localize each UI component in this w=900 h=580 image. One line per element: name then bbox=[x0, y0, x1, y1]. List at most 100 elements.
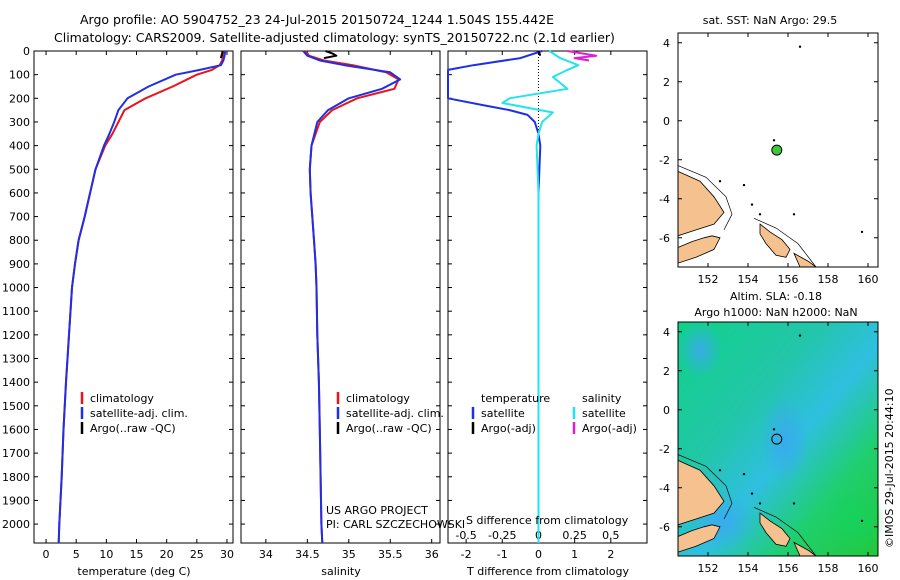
difference-legend: temperature satellite Argo(-adj) salinit… bbox=[471, 392, 637, 435]
depth-tick-label: 600 bbox=[9, 187, 30, 200]
island bbox=[860, 519, 864, 523]
legend-heading-salinity: salinity bbox=[582, 392, 622, 405]
salinity-xlabel: salinity bbox=[321, 565, 361, 578]
salinity-legend: climatology satellite-adj. clim. Argo(..… bbox=[336, 392, 444, 435]
land-mass bbox=[677, 459, 725, 526]
map-y-tick-label: 0 bbox=[663, 115, 670, 128]
island bbox=[772, 139, 776, 142]
map-y-tick-label: 2 bbox=[663, 365, 670, 378]
x-tick-label: 0 bbox=[43, 548, 50, 561]
legend-heading-temperature: temperature bbox=[481, 392, 550, 405]
map-x-tick-label: 158 bbox=[818, 273, 839, 286]
legend-label-sal-argo: Argo(-adj) bbox=[582, 422, 637, 435]
island bbox=[750, 492, 754, 495]
map-x-tick-label: 156 bbox=[778, 273, 799, 286]
legend-label-argo: Argo(..raw -QC) bbox=[346, 422, 432, 435]
depth-tick-label: 900 bbox=[9, 258, 30, 271]
map-x-tick-label: 158 bbox=[818, 562, 839, 575]
difference-x2label: S difference from climatology bbox=[466, 514, 629, 527]
map-x-tick-label: 154 bbox=[738, 273, 759, 286]
depth-contour bbox=[753, 506, 817, 557]
sla-low-anomaly bbox=[678, 322, 722, 378]
island bbox=[750, 203, 754, 206]
map-x-tick-label: 156 bbox=[778, 562, 799, 575]
argo-float-marker bbox=[771, 144, 783, 156]
island bbox=[742, 183, 746, 187]
difference-xlabel: T difference from climatology bbox=[466, 565, 629, 578]
legend-label-temp-satellite: satellite bbox=[481, 407, 525, 420]
x-tick-label: -2 bbox=[461, 548, 472, 561]
x-tick-label: 5 bbox=[73, 548, 80, 561]
depth-tick-label: 300 bbox=[9, 116, 30, 129]
x2-tick-label: -0.25 bbox=[488, 529, 516, 542]
depth-tick-label: 1800 bbox=[2, 471, 30, 484]
temperature-xlabel: temperature (deg C) bbox=[77, 565, 190, 578]
series-line bbox=[501, 50, 580, 543]
temperature-legend: climatology satellite-adj. clim. Argo(..… bbox=[80, 392, 188, 435]
map-x-tick-label: 152 bbox=[698, 273, 719, 286]
land-mass bbox=[677, 170, 725, 237]
difference-plot-frame bbox=[447, 50, 648, 544]
depth-tick-label: 100 bbox=[9, 69, 30, 82]
x2-tick-label: 0.5 bbox=[602, 529, 620, 542]
series-line bbox=[537, 50, 542, 57]
depth-tick-label: 1100 bbox=[2, 305, 30, 318]
depth-tick-label: 1200 bbox=[2, 329, 30, 342]
depth-tick-label: 1500 bbox=[2, 400, 30, 413]
island bbox=[860, 230, 864, 234]
depth-contour bbox=[677, 165, 733, 231]
series-line bbox=[323, 50, 338, 60]
depth-tick-label: 1000 bbox=[2, 282, 30, 295]
title-line-1: Argo profile: AO 5904752_23 24-Jul-2015 … bbox=[80, 12, 554, 27]
legend-label-satellite: satellite-adj. clim. bbox=[346, 407, 444, 420]
depth-tick-label: 700 bbox=[9, 211, 30, 224]
x-tick-label: 34.5 bbox=[295, 548, 320, 561]
map-frame bbox=[677, 321, 879, 557]
x-tick-label: 36 bbox=[425, 548, 439, 561]
depth-tick-label: 1700 bbox=[2, 447, 30, 460]
title-line-2: Climatology: CARS2009. Satellite-adjuste… bbox=[54, 30, 615, 45]
map-x-tick-label: 152 bbox=[698, 562, 719, 575]
series-line bbox=[57, 50, 225, 544]
depth-tick-label: 0 bbox=[23, 45, 30, 58]
map-y-tick-label: 4 bbox=[663, 37, 670, 50]
series-line bbox=[302, 50, 402, 544]
island bbox=[758, 213, 762, 216]
map-y-tick-label: -4 bbox=[659, 482, 670, 495]
depth-tick-label: 800 bbox=[9, 234, 30, 247]
depth-tick-label: 200 bbox=[9, 92, 30, 105]
x-tick-label: 1 bbox=[571, 548, 578, 561]
depth-tick-label: 1400 bbox=[2, 376, 30, 389]
x-tick-label: 35 bbox=[342, 548, 356, 561]
x2-tick-label: -0.5 bbox=[455, 529, 476, 542]
legend-label-climatology: climatology bbox=[90, 392, 154, 405]
x-tick-label: 34 bbox=[259, 548, 273, 561]
land-mass bbox=[759, 223, 791, 258]
x-tick-label: 2 bbox=[607, 548, 614, 561]
x-tick-label: 15 bbox=[130, 548, 144, 561]
legend-label-sal-satellite: satellite bbox=[582, 407, 626, 420]
map-y-tick-label: -6 bbox=[659, 232, 670, 245]
map-y-tick-label: 2 bbox=[663, 76, 670, 89]
depth-tick-label: 1600 bbox=[2, 423, 30, 436]
series-line bbox=[219, 50, 224, 59]
depth-contour bbox=[753, 217, 817, 268]
depth-axis: 0 100 200 300 400 500 600 700 800 900 1000 1100 1200… bbox=[2, 45, 30, 531]
x-tick-label: 35.5 bbox=[378, 548, 403, 561]
series-line bbox=[567, 50, 598, 62]
map-y-tick-label: 4 bbox=[663, 326, 670, 339]
land-mass bbox=[677, 235, 721, 264]
sla-map: 152 154 156 158 160 4 2 0 -2 -4 -6 bbox=[659, 321, 885, 575]
salinity-plot-frame bbox=[240, 50, 441, 544]
sla-high-anomaly bbox=[825, 486, 885, 554]
island bbox=[798, 334, 802, 337]
project-name: US ARGO PROJECT bbox=[326, 504, 428, 517]
depth-tick-label: 2000 bbox=[2, 518, 30, 531]
map-x-tick-label: 160 bbox=[858, 562, 879, 575]
temperature-plot: 0 5 10 15 20 25 30 bbox=[34, 50, 234, 561]
legend-label-satellite: satellite-adj. clim. bbox=[90, 407, 188, 420]
x-tick-label: 25 bbox=[190, 548, 204, 561]
legend-label-climatology: climatology bbox=[346, 392, 410, 405]
map-y-tick-label: 0 bbox=[663, 404, 670, 417]
